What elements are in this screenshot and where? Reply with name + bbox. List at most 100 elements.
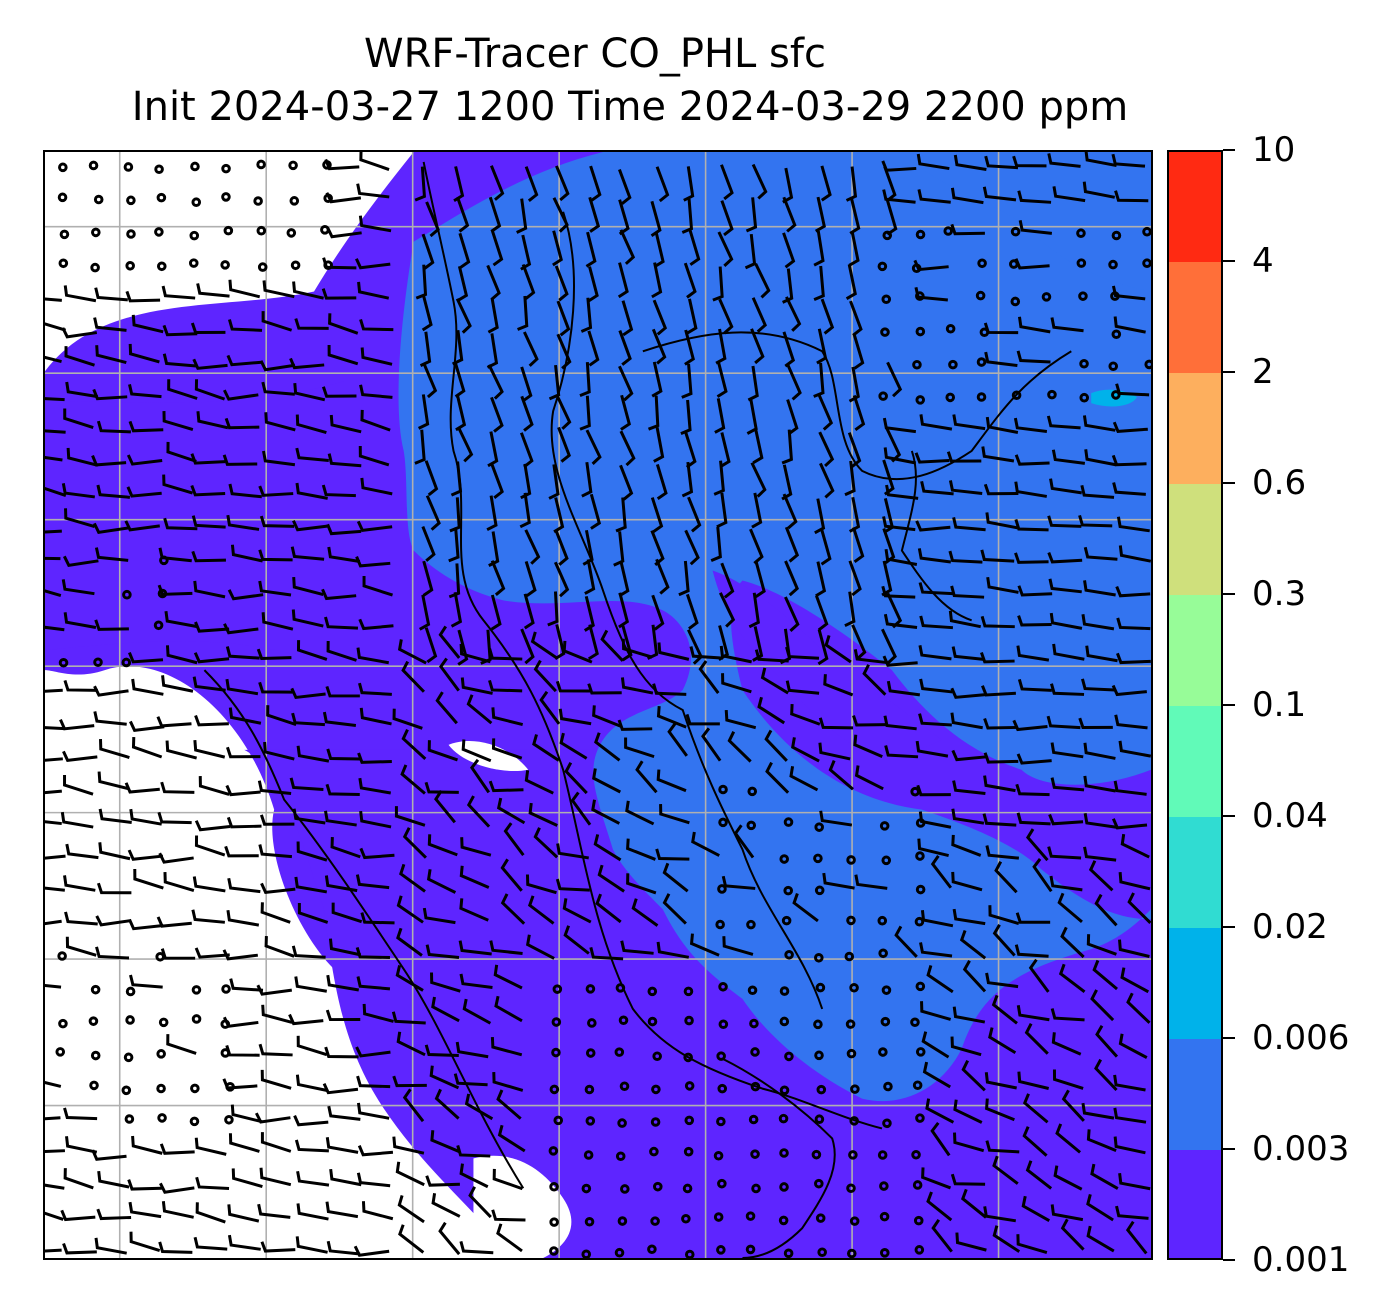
wind-barb [951, 808, 985, 825]
wind-barb [721, 673, 752, 694]
wind-barb [552, 230, 563, 267]
wind-barb [984, 155, 1019, 170]
wind-barb [425, 201, 440, 238]
calm-wind-marker [915, 884, 926, 895]
wind-barb [1115, 383, 1150, 397]
wind-barb [585, 231, 597, 268]
wind-barb [1094, 893, 1118, 927]
calm-wind-marker [585, 1048, 596, 1058]
wind-barb [1083, 580, 1116, 597]
wind-barb [885, 484, 919, 500]
wind-barb [818, 431, 835, 468]
wind-barb [986, 576, 1019, 594]
wind-barb [295, 414, 327, 435]
wind-barb [764, 729, 788, 762]
calm-wind-marker [156, 1049, 166, 1059]
wind-barb [1046, 415, 1081, 430]
wind-barb [258, 844, 293, 859]
calm-wind-marker [253, 196, 263, 206]
calm-wind-marker [881, 294, 892, 305]
wind-barb [488, 679, 523, 693]
wind-barb [952, 908, 986, 926]
wind-barb [952, 517, 986, 532]
wind-barb [916, 153, 950, 171]
wind-barb [950, 687, 986, 699]
wind-barb [192, 358, 228, 370]
wind-barb [845, 166, 858, 202]
calm-wind-marker [717, 1178, 727, 1189]
wind-barb [653, 232, 665, 268]
wind-barb [128, 1201, 162, 1219]
wind-barb [356, 183, 390, 199]
wind-barb [1046, 715, 1081, 730]
wind-barb [264, 412, 296, 432]
wind-barb [1050, 317, 1084, 333]
wind-barb [331, 902, 363, 924]
wind-barb [98, 842, 131, 861]
wind-barb [984, 351, 1018, 368]
calm-wind-marker [750, 1047, 760, 1057]
wind-barb [266, 705, 297, 727]
calm-wind-marker [815, 982, 826, 993]
colorbar-tick-label: 2 [1252, 352, 1274, 392]
wind-barb [752, 626, 764, 662]
wind-barb [397, 639, 427, 665]
wind-barb [1014, 944, 1049, 958]
wind-barb [765, 761, 790, 794]
wind-barb [330, 836, 361, 859]
tracer-map [45, 152, 1151, 1258]
wind-barb [851, 624, 867, 660]
wind-barb [92, 388, 128, 401]
wind-barb [517, 295, 529, 331]
wind-barb [1052, 1069, 1084, 1090]
wind-barb [720, 562, 735, 599]
calm-wind-marker [123, 1052, 134, 1063]
wind-barb [128, 652, 164, 664]
wind-barb [94, 619, 129, 631]
wind-barb [358, 682, 392, 696]
wind-barb [652, 683, 687, 696]
wind-barb [883, 715, 917, 731]
wind-barb [524, 166, 539, 202]
wind-barb [359, 152, 390, 171]
wind-barb [291, 945, 326, 959]
wind-barb [681, 363, 693, 399]
wind-barb [490, 1037, 523, 1057]
wind-barb [1050, 742, 1084, 759]
wind-barb [1016, 1004, 1050, 1022]
wind-barb [480, 629, 492, 665]
wind-barb [91, 455, 127, 467]
wind-barb [288, 1013, 324, 1026]
wind-barb [127, 1179, 162, 1191]
wind-barb [819, 462, 835, 499]
wind-barb [62, 1243, 97, 1255]
wind-barb [952, 414, 986, 431]
wind-barb [427, 740, 458, 762]
calm-wind-marker [649, 1146, 659, 1157]
wind-barb [291, 609, 324, 628]
wind-barb [720, 164, 734, 201]
wind-barb [1022, 1093, 1049, 1124]
wind-barb [548, 464, 560, 500]
wind-barb [818, 717, 854, 730]
wind-barb [521, 263, 536, 300]
wind-barb [496, 1223, 523, 1253]
wind-barb [713, 460, 725, 496]
wind-barb [292, 808, 326, 825]
wind-barb [782, 232, 796, 269]
wind-barb [882, 189, 916, 204]
wind-barb [1078, 717, 1113, 730]
wind-barb [466, 795, 491, 828]
wind-barb [462, 998, 492, 1025]
wind-barb [260, 882, 296, 895]
wind-barb [1014, 481, 1048, 498]
wind-barb [124, 520, 160, 532]
wind-barb [845, 264, 857, 300]
calm-wind-marker [976, 392, 987, 402]
calm-wind-marker [879, 1181, 889, 1191]
wind-barb [292, 281, 324, 300]
wind-barb [1057, 892, 1083, 924]
wind-barb [844, 460, 856, 497]
calm-wind-marker [57, 192, 68, 203]
wind-barb [324, 158, 360, 171]
